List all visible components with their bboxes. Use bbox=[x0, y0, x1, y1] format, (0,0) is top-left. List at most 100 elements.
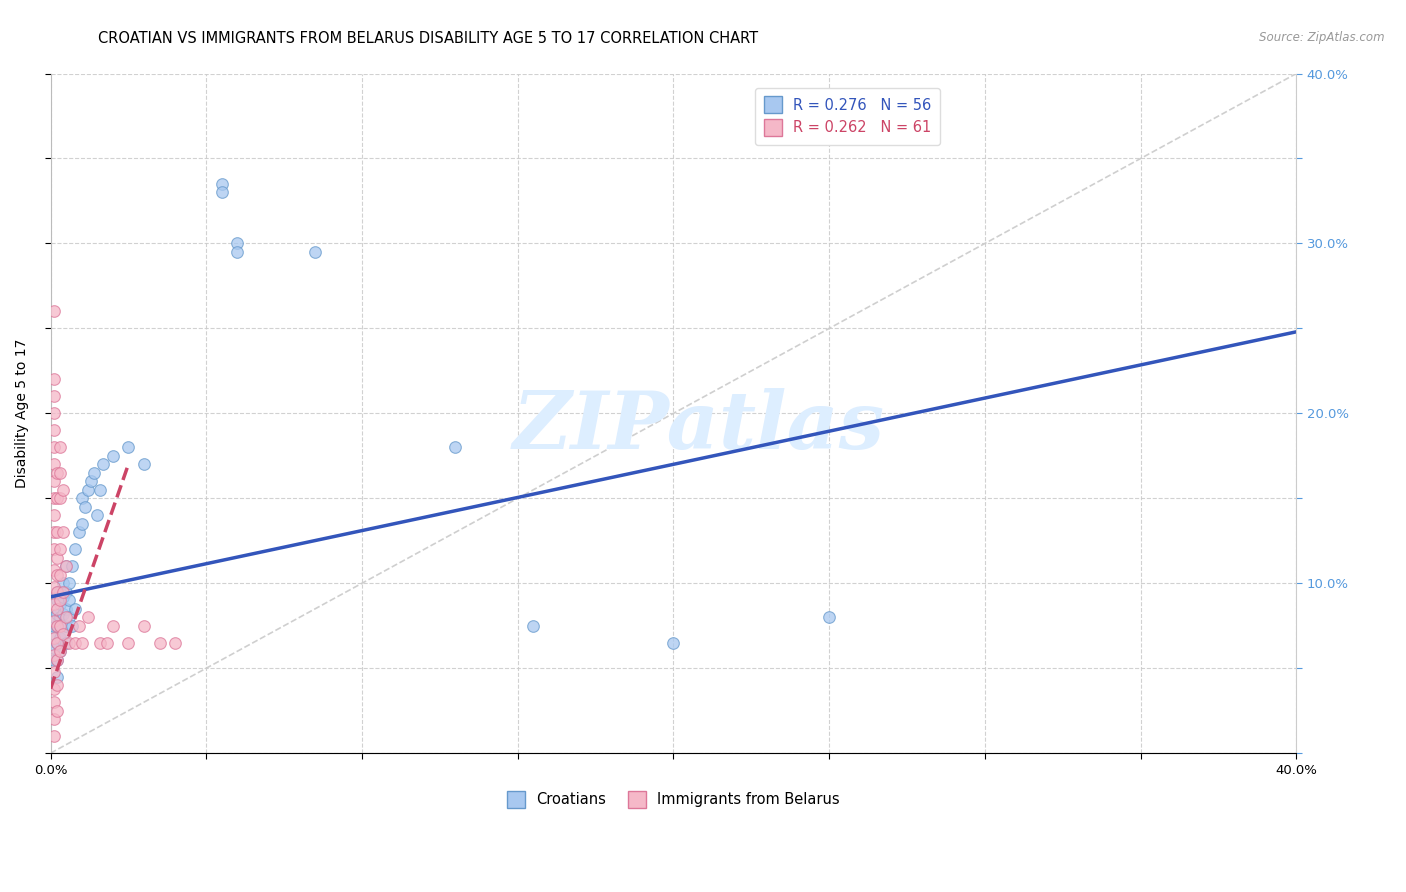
Point bbox=[42, 458, 65, 472]
Point bbox=[45, 618, 67, 632]
Point bbox=[42, 542, 65, 557]
Point bbox=[42, 580, 65, 594]
Point bbox=[45, 636, 67, 650]
Point bbox=[101, 618, 124, 632]
Point bbox=[522, 618, 544, 632]
Point bbox=[304, 244, 326, 259]
Point bbox=[58, 593, 80, 607]
Text: ZIPatlas: ZIPatlas bbox=[512, 388, 884, 466]
Point bbox=[45, 491, 67, 506]
Point bbox=[70, 516, 93, 531]
Point bbox=[49, 584, 72, 599]
Point bbox=[55, 559, 77, 574]
Point bbox=[148, 636, 170, 650]
Point bbox=[45, 550, 67, 565]
Point bbox=[49, 644, 72, 658]
Point bbox=[45, 466, 67, 480]
Point bbox=[42, 681, 65, 696]
Point bbox=[58, 636, 80, 650]
Point bbox=[42, 618, 65, 632]
Point bbox=[117, 440, 139, 454]
Point bbox=[45, 593, 67, 607]
Point bbox=[42, 475, 65, 489]
Point bbox=[80, 475, 103, 489]
Point bbox=[42, 597, 65, 611]
Point bbox=[93, 458, 115, 472]
Point bbox=[73, 500, 96, 514]
Point bbox=[52, 525, 75, 540]
Point bbox=[49, 542, 72, 557]
Point bbox=[55, 610, 77, 624]
Point bbox=[83, 466, 105, 480]
Point bbox=[55, 584, 77, 599]
Point bbox=[42, 304, 65, 318]
Point bbox=[42, 665, 65, 679]
Point bbox=[42, 729, 65, 743]
Point bbox=[55, 559, 77, 574]
Point bbox=[42, 389, 65, 403]
Point bbox=[70, 636, 93, 650]
Point bbox=[52, 627, 75, 641]
Point bbox=[45, 653, 67, 667]
Point bbox=[42, 631, 65, 645]
Point bbox=[77, 483, 100, 497]
Point bbox=[42, 712, 65, 726]
Point bbox=[42, 406, 65, 420]
Point bbox=[89, 636, 111, 650]
Point bbox=[52, 607, 75, 621]
Point bbox=[49, 644, 72, 658]
Point bbox=[45, 618, 67, 632]
Point bbox=[211, 186, 233, 200]
Point bbox=[52, 576, 75, 591]
Point bbox=[65, 601, 87, 615]
Text: Source: ZipAtlas.com: Source: ZipAtlas.com bbox=[1260, 31, 1385, 45]
Point bbox=[70, 491, 93, 506]
Point bbox=[117, 636, 139, 650]
Point bbox=[58, 610, 80, 624]
Point bbox=[67, 525, 90, 540]
Point bbox=[101, 449, 124, 463]
Point bbox=[42, 491, 65, 506]
Point bbox=[42, 508, 65, 523]
Point bbox=[444, 440, 467, 454]
Point bbox=[226, 236, 249, 251]
Point bbox=[65, 636, 87, 650]
Point bbox=[45, 704, 67, 718]
Point bbox=[45, 607, 67, 621]
Point bbox=[45, 601, 67, 615]
Point bbox=[42, 648, 65, 662]
Point bbox=[45, 584, 67, 599]
Point bbox=[60, 618, 83, 632]
Point bbox=[42, 610, 65, 624]
Point bbox=[96, 636, 118, 650]
Point bbox=[49, 618, 72, 632]
Point bbox=[45, 567, 67, 582]
Point bbox=[49, 610, 72, 624]
Legend: Croatians, Immigrants from Belarus: Croatians, Immigrants from Belarus bbox=[502, 785, 845, 814]
Point bbox=[58, 576, 80, 591]
Point bbox=[45, 670, 67, 684]
Point bbox=[42, 423, 65, 437]
Point bbox=[45, 678, 67, 692]
Point bbox=[52, 590, 75, 604]
Point bbox=[86, 508, 108, 523]
Point bbox=[49, 567, 72, 582]
Point bbox=[42, 614, 65, 628]
Point bbox=[52, 483, 75, 497]
Point bbox=[52, 627, 75, 641]
Point bbox=[211, 177, 233, 191]
Point bbox=[132, 458, 155, 472]
Point bbox=[165, 636, 187, 650]
Point bbox=[42, 440, 65, 454]
Point bbox=[132, 618, 155, 632]
Point bbox=[65, 542, 87, 557]
Point bbox=[55, 601, 77, 615]
Point bbox=[55, 618, 77, 632]
Text: CROATIAN VS IMMIGRANTS FROM BELARUS DISABILITY AGE 5 TO 17 CORRELATION CHART: CROATIAN VS IMMIGRANTS FROM BELARUS DISA… bbox=[98, 31, 759, 46]
Point bbox=[42, 695, 65, 709]
Point bbox=[42, 627, 65, 641]
Point bbox=[42, 640, 65, 655]
Point bbox=[49, 618, 72, 632]
Point bbox=[45, 525, 67, 540]
Point bbox=[49, 593, 72, 607]
